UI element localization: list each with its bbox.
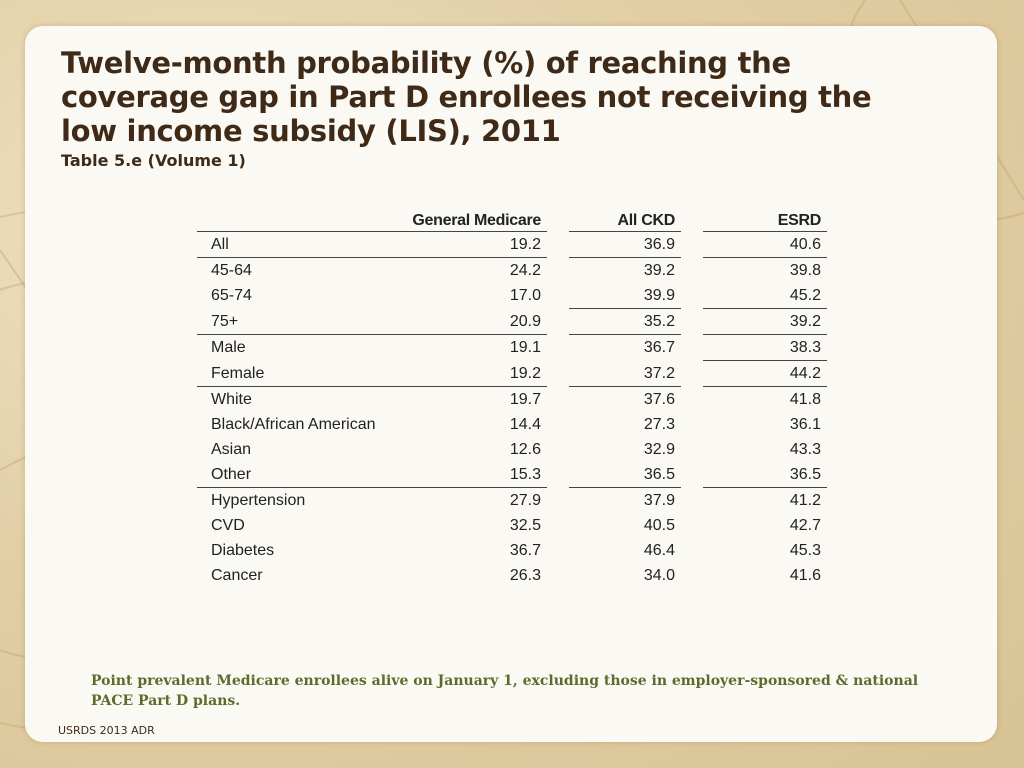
cell-all-ckd: 27.3: [643, 416, 675, 433]
header-label: [197, 206, 387, 232]
table-row: Diabetes 36.7 46.4 45.3: [197, 538, 827, 563]
cell-esrd: 36.1: [789, 416, 821, 433]
cell-general-medicare: 32.5: [509, 517, 541, 534]
cell-general-medicare: 24.2: [387, 257, 547, 283]
row-label: Black/African American: [211, 416, 376, 433]
cell-esrd: 43.3: [789, 441, 821, 458]
row-label: 45-64: [197, 257, 387, 283]
cell-all-ckd: 34.0: [643, 567, 675, 584]
cell-all-ckd: 37.2: [643, 364, 675, 382]
cell-all-ckd: 32.9: [643, 441, 675, 458]
table-body: All 19.2 36.9 40.6 45-64 24.2 39.2 39.8 65-74 17.…: [197, 232, 827, 589]
cell-general-medicare: 26.3: [509, 567, 541, 584]
cell-esrd: 41.2: [703, 487, 827, 513]
cell-esrd: 40.6: [789, 236, 821, 253]
cell-general-medicare: 19.1: [387, 334, 547, 361]
header-general-medicare: General Medicare: [387, 206, 547, 232]
cell-esrd: 38.3: [703, 334, 827, 361]
row-label: CVD: [211, 517, 245, 534]
cell-esrd: 39.8: [703, 257, 827, 283]
cell-general-medicare: 36.7: [509, 542, 541, 559]
cell-esrd: 39.2: [703, 308, 827, 335]
cell-esrd: 42.7: [789, 517, 821, 534]
slide-title: Twelve-month probability (%) of reaching…: [61, 46, 872, 148]
row-label: 65-74: [211, 287, 252, 305]
row-label: Other: [211, 466, 252, 483]
table-row: 45-64 24.2 39.2 39.8: [197, 257, 827, 283]
slide-card: Twelve-month probability (%) of reaching…: [25, 26, 997, 742]
source-footer: USRDS 2013 ADR: [58, 724, 155, 737]
table-row: Asian 12.6 32.9 43.3: [197, 437, 827, 462]
table-row: Male 19.1 36.7 38.3: [197, 334, 827, 361]
table-row: Black/African American 14.4 27.3 36.1: [197, 412, 827, 437]
cell-esrd: 45.2: [789, 287, 821, 304]
table-header-row: General Medicare All CKD ESRD: [197, 206, 827, 232]
table-row: CVD 32.5 40.5 42.7: [197, 513, 827, 538]
cell-esrd: 45.3: [789, 542, 821, 559]
row-label: Female: [211, 364, 265, 382]
cell-general-medicare: 17.0: [509, 287, 541, 305]
footnote: Point prevalent Medicare enrollees alive…: [91, 673, 919, 709]
table-row: White 19.7 37.6 41.8: [197, 386, 827, 412]
cell-esrd: 41.8: [703, 386, 827, 412]
table-row: All 19.2 36.9 40.6: [197, 232, 827, 258]
table-row: Hypertension 27.9 37.9 41.2: [197, 487, 827, 513]
cell-general-medicare: 19.7: [387, 386, 547, 412]
header-esrd: ESRD: [703, 206, 827, 232]
cell-all-ckd: 37.6: [569, 386, 681, 412]
header-all-ckd: All CKD: [569, 206, 681, 232]
cell-general-medicare: 15.3: [509, 466, 541, 483]
cell-esrd: 44.2: [703, 360, 827, 387]
cell-all-ckd: 46.4: [643, 542, 675, 559]
row-label: Male: [197, 334, 387, 361]
cell-general-medicare: 27.9: [387, 487, 547, 513]
cell-all-ckd: 36.5: [643, 466, 675, 483]
cell-general-medicare: 14.4: [509, 416, 541, 433]
cell-general-medicare: 19.2: [509, 236, 541, 253]
table-row: Other 15.3 36.5 36.5: [197, 462, 827, 488]
cell-all-ckd: 40.5: [643, 517, 675, 534]
cell-all-ckd: 36.9: [643, 236, 675, 253]
row-label: Diabetes: [211, 542, 275, 559]
cell-all-ckd: 35.2: [569, 308, 681, 335]
row-label: Asian: [211, 441, 252, 458]
row-label: Hypertension: [197, 487, 387, 513]
coverage-gap-table: General Medicare All CKD ESRD All 19.2 36.…: [197, 206, 827, 588]
table-row: 65-74 17.0 39.9 45.2: [197, 283, 827, 309]
cell-general-medicare: 19.2: [509, 364, 541, 382]
cell-all-ckd: 39.9: [643, 287, 675, 304]
table-row: 75+ 20.9 35.2 39.2: [197, 308, 827, 335]
cell-general-medicare: 20.9: [509, 312, 541, 330]
row-label: All: [211, 236, 229, 253]
cell-general-medicare: 12.6: [509, 441, 541, 458]
cell-esrd: 36.5: [789, 466, 821, 483]
table-row: Female 19.2 37.2 44.2: [197, 360, 827, 387]
cell-all-ckd: 36.7: [569, 334, 681, 361]
slide-subtitle: Table 5.e (Volume 1): [61, 151, 246, 170]
table-row: Cancer 26.3 34.0 41.6: [197, 563, 827, 588]
cell-esrd: 41.6: [789, 567, 821, 584]
row-label: White: [197, 386, 387, 412]
row-label: 75+: [211, 312, 239, 330]
row-label: Cancer: [211, 567, 263, 584]
cell-all-ckd: 37.9: [569, 487, 681, 513]
cell-all-ckd: 39.2: [569, 257, 681, 283]
